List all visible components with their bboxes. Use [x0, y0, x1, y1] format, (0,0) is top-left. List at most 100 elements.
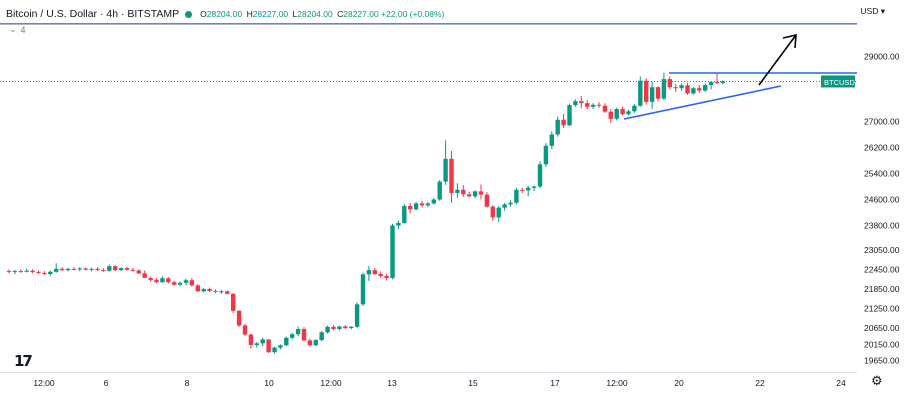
close-value: 28227.00: [343, 9, 379, 19]
candle-body: [449, 158, 454, 193]
candle-body: [242, 325, 248, 335]
candle-body: [42, 273, 47, 275]
candle-body: [531, 186, 537, 188]
price-tick-label: 22450.00: [864, 264, 900, 274]
price-tick-label: 19650.00: [864, 356, 900, 366]
candle-body: [443, 158, 448, 182]
candle-body: [30, 270, 35, 273]
candle-body: [366, 270, 372, 275]
candle-body: [154, 279, 159, 283]
price-tick-label: 23050.00: [864, 245, 900, 255]
candle-body: [36, 272, 41, 274]
candle-body: [691, 88, 696, 94]
price-tick-label: 20650.00: [864, 323, 900, 333]
candle-body: [708, 82, 714, 85]
candle-body: [502, 204, 507, 208]
candle-body: [667, 79, 672, 88]
time-tick-label: 24: [836, 378, 846, 388]
symbol-title[interactable]: Bitcoin / U.S. Dollar · 4h · BITSTAMP: [6, 8, 180, 20]
candle-body: [213, 290, 218, 292]
high-value: 28227.00: [252, 9, 289, 19]
candle-body: [714, 82, 720, 84]
candle-body: [189, 280, 195, 286]
gear-icon[interactable]: ⚙: [871, 373, 883, 388]
currency-text: USD: [860, 6, 879, 16]
time-tick-label: 6: [104, 378, 109, 388]
candle-body: [514, 189, 519, 203]
time-tick-label: 12:00: [320, 378, 342, 388]
candle-body: [437, 181, 442, 200]
candle-body: [89, 268, 94, 270]
candle-body: [207, 289, 212, 291]
candle-body: [172, 282, 177, 285]
price-tick-label: 24600.00: [864, 195, 900, 205]
drawings: [623, 33, 797, 120]
candle-body: [160, 278, 165, 283]
low-label: L: [292, 9, 298, 19]
candle-body: [136, 270, 141, 274]
change-value: +22.00 (+0.08%): [381, 9, 445, 19]
indicators-toggle[interactable]: ⌄ 4: [9, 24, 26, 35]
candle-body: [313, 340, 318, 346]
candle-body: [490, 206, 495, 218]
candle-body: [219, 291, 224, 293]
market-status-icon: [185, 10, 193, 18]
candle-body: [360, 274, 366, 305]
price-tick-label: 20150.00: [864, 339, 900, 349]
candle-body: [496, 207, 501, 218]
high-label: H: [246, 9, 253, 19]
candle-body: [685, 85, 690, 94]
time-tick-label: 22: [755, 378, 765, 388]
candle-body: [266, 339, 271, 353]
candle-body: [632, 105, 637, 112]
candle-body: [260, 339, 265, 344]
candle-body: [402, 206, 407, 223]
horizontal-lines: 29997.3628487.07BTCUSD28227.0003:59:30: [0, 17, 914, 98]
price-tick-label: 21250.00: [864, 304, 900, 314]
candle-body: [201, 289, 206, 292]
candle-body: [290, 334, 295, 338]
candle-body: [142, 273, 147, 278]
candle-body: [166, 278, 171, 283]
candle-body: [408, 206, 413, 210]
symbol-tag: [821, 75, 855, 88]
time-tick-label: 10: [264, 378, 274, 388]
candle-body: [48, 271, 53, 275]
projection-arrow: [758, 34, 797, 86]
candle-body: [24, 270, 29, 272]
price-axis[interactable]: 29000.00 27000.00 26200.00 25400.00 24600.00…: [857, 0, 915, 406]
candle-body: [177, 282, 183, 285]
candle-body: [537, 164, 543, 187]
candle-body: [384, 275, 389, 278]
candle-body: [284, 337, 289, 346]
candle-body: [720, 81, 726, 83]
candle-body: [278, 345, 283, 348]
open-value: 28204.00: [206, 9, 243, 19]
candle-body: [124, 268, 130, 270]
time-tick-label: 15: [468, 378, 478, 388]
tradingview-logo-icon[interactable]: 17: [14, 352, 33, 370]
price-axis-background: [857, 0, 915, 406]
candle-body: [349, 326, 354, 329]
indicator-count: 4: [20, 24, 26, 35]
candle-body: [248, 334, 254, 345]
currency-label[interactable]: USD ▾: [860, 6, 885, 17]
candle-body: [183, 280, 189, 283]
candle-body: [567, 105, 572, 126]
candle-body: [478, 191, 484, 195]
candle-body: [673, 87, 678, 89]
candle-body: [148, 277, 153, 280]
candle-body: [331, 326, 336, 330]
candle-body: [661, 79, 667, 99]
chevron-down-icon: ⌄: [9, 24, 17, 34]
candle-body: [655, 87, 661, 99]
candle-body: [614, 109, 619, 119]
candle-body: [372, 270, 377, 275]
time-axis[interactable]: 12:00 6 8 10 12:00 13 15 17 12:00 20 22 24: [0, 372, 857, 389]
candle-body: [71, 268, 77, 270]
candle-body: [6, 271, 12, 273]
arrow-head-icon: [782, 33, 797, 49]
candle-body: [555, 119, 560, 135]
candle-body: [455, 189, 460, 193]
